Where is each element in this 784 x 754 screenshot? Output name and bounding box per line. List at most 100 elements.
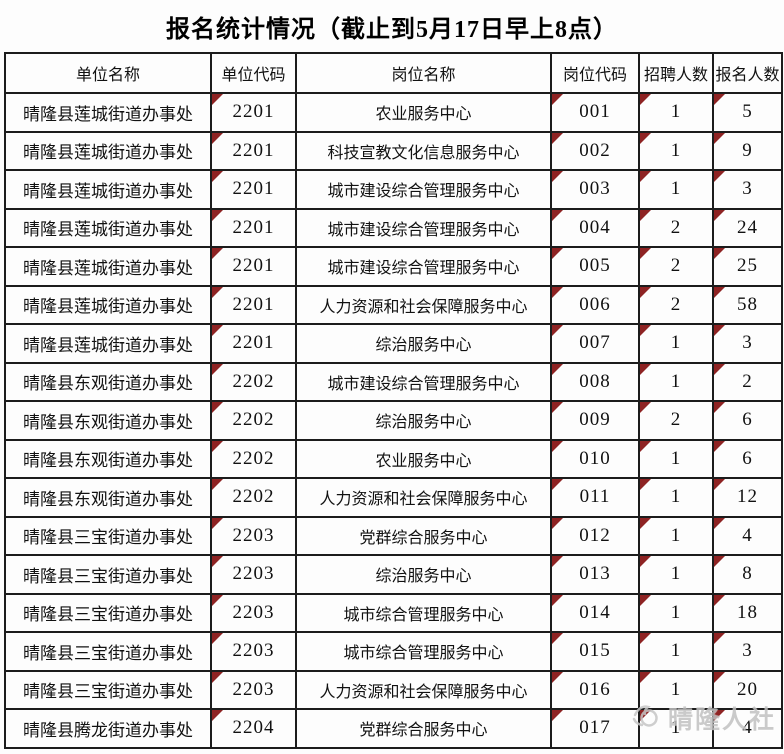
- comment-marker-icon: [213, 171, 223, 182]
- cell-position-code: 015: [550, 631, 640, 672]
- cell-recruit-count: 1: [638, 361, 714, 402]
- comment-marker-icon: [213, 248, 223, 259]
- comment-marker-icon: [641, 518, 651, 529]
- header-position-code: 岗位代码: [550, 52, 640, 94]
- comment-marker-icon: [553, 325, 563, 336]
- comment-marker-icon: [641, 556, 651, 567]
- cell-unit-name: 晴隆县莲城街道办事处: [4, 284, 212, 325]
- cell-position-name: 人力资源和社会保障服务中心: [295, 477, 552, 518]
- cell-recruit-count: 1: [638, 323, 714, 364]
- cell-position-name: 城市建设综合管理服务中心: [295, 207, 552, 248]
- cell-applicant-count: 4: [712, 515, 783, 556]
- cell-applicant-count: 5: [712, 92, 783, 133]
- registration-table: 单位名称 单位代码 岗位名称 岗位代码 招聘人数 报名人数 晴隆县莲城街道办事处…: [4, 52, 783, 749]
- comment-marker-icon: [715, 595, 725, 606]
- cell-unit-code: 2202: [210, 361, 297, 402]
- cell-recruit-count: 2: [638, 400, 714, 441]
- comment-marker-icon: [213, 364, 223, 375]
- cell-position-name: 综治服务中心: [295, 323, 552, 364]
- comment-marker-icon: [641, 402, 651, 413]
- cell-position-name: 人力资源和社会保障服务中心: [295, 669, 552, 710]
- comment-marker-icon: [715, 518, 725, 529]
- cell-position-code: 016: [550, 669, 640, 710]
- table-row: 晴隆县三宝街道办事处 2203 综治服务中心 013 1 8: [4, 554, 783, 595]
- comment-marker-icon: [641, 364, 651, 375]
- cell-applicant-count: 6: [712, 438, 783, 479]
- table-row: 晴隆县东观街道办事处 2202 农业服务中心 010 1 6: [4, 438, 783, 479]
- cell-position-code: 003: [550, 169, 640, 210]
- cell-position-code: 005: [550, 246, 640, 287]
- cell-position-name: 城市综合管理服务中心: [295, 631, 552, 672]
- table-row: 晴隆县莲城街道办事处 2201 城市建设综合管理服务中心 005 2 25: [4, 246, 783, 287]
- table-row: 晴隆县三宝街道办事处 2203 党群综合服务中心 012 1 4: [4, 515, 783, 556]
- comment-marker-icon: [641, 710, 651, 721]
- comment-marker-icon: [213, 441, 223, 452]
- cell-position-code: 012: [550, 515, 640, 556]
- table-row: 晴隆县莲城街道办事处 2201 农业服务中心 001 1 5: [4, 92, 783, 133]
- cell-position-code: 006: [550, 284, 640, 325]
- comment-marker-icon: [213, 633, 223, 644]
- cell-position-code: 010: [550, 438, 640, 479]
- cell-position-name: 科技宣教文化信息服务中心: [295, 130, 552, 171]
- comment-marker-icon: [641, 325, 651, 336]
- table-row: 晴隆县东观街道办事处 2202 城市建设综合管理服务中心 008 1 2: [4, 361, 783, 402]
- comment-marker-icon: [715, 556, 725, 567]
- comment-marker-icon: [213, 518, 223, 529]
- comment-marker-icon: [553, 364, 563, 375]
- cell-applicant-count: 58: [712, 284, 783, 325]
- cell-position-name: 农业服务中心: [295, 438, 552, 479]
- comment-marker-icon: [641, 171, 651, 182]
- cell-position-code: 008: [550, 361, 640, 402]
- comment-marker-icon: [213, 710, 223, 721]
- cell-recruit-count: 1: [638, 554, 714, 595]
- comment-marker-icon: [641, 133, 651, 144]
- table-row: 晴隆县东观街道办事处 2202 综治服务中心 009 2 6: [4, 400, 783, 441]
- comment-marker-icon: [715, 402, 725, 413]
- cell-applicant-count: 3: [712, 631, 783, 672]
- comment-marker-icon: [553, 518, 563, 529]
- cell-recruit-count: 1: [638, 477, 714, 518]
- table-row: 晴隆县三宝街道办事处 2203 城市综合管理服务中心 015 1 3: [4, 631, 783, 672]
- comment-marker-icon: [715, 287, 725, 298]
- comment-marker-icon: [213, 210, 223, 221]
- cell-unit-name: 晴隆县东观街道办事处: [4, 400, 212, 441]
- cell-unit-code: 2201: [210, 130, 297, 171]
- table-row: 晴隆县莲城街道办事处 2201 综治服务中心 007 1 3: [4, 323, 783, 364]
- cell-position-name: 城市建设综合管理服务中心: [295, 361, 552, 402]
- comment-marker-icon: [213, 94, 223, 105]
- comment-marker-icon: [641, 248, 651, 259]
- table-body: 晴隆县莲城街道办事处 2201 农业服务中心 001 1 5 晴隆县莲城街道办事…: [4, 92, 783, 749]
- comment-marker-icon: [641, 441, 651, 452]
- cell-unit-code: 2203: [210, 592, 297, 633]
- cell-unit-name: 晴隆县东观街道办事处: [4, 477, 212, 518]
- cell-unit-code: 2203: [210, 669, 297, 710]
- comment-marker-icon: [213, 402, 223, 413]
- comment-marker-icon: [553, 556, 563, 567]
- cell-unit-name: 晴隆县莲城街道办事处: [4, 323, 212, 364]
- header-unit-name: 单位名称: [4, 52, 212, 94]
- cell-unit-code: 2201: [210, 284, 297, 325]
- cell-position-name: 城市建设综合管理服务中心: [295, 169, 552, 210]
- cell-applicant-count: 3: [712, 323, 783, 364]
- cell-unit-name: 晴隆县三宝街道办事处: [4, 631, 212, 672]
- cell-unit-name: 晴隆县三宝街道办事处: [4, 669, 212, 710]
- comment-marker-icon: [715, 364, 725, 375]
- comment-marker-icon: [553, 94, 563, 105]
- cell-recruit-count: 1: [638, 438, 714, 479]
- comment-marker-icon: [213, 287, 223, 298]
- cell-applicant-count: 12: [712, 477, 783, 518]
- cell-recruit-count: 1: [638, 92, 714, 133]
- cell-position-code: 007: [550, 323, 640, 364]
- cell-unit-name: 晴隆县东观街道办事处: [4, 361, 212, 402]
- table-header: 单位名称 单位代码 岗位名称 岗位代码 招聘人数 报名人数: [4, 52, 783, 94]
- table-row: 晴隆县东观街道办事处 2202 人力资源和社会保障服务中心 011 1 12: [4, 477, 783, 518]
- table-row: 晴隆县莲城街道办事处 2201 人力资源和社会保障服务中心 006 2 58: [4, 284, 783, 325]
- table-row: 晴隆县腾龙街道办事处 2204 党群综合服务中心 017 1 4: [4, 708, 783, 749]
- comment-marker-icon: [553, 595, 563, 606]
- comment-marker-icon: [553, 672, 563, 683]
- cell-recruit-count: 2: [638, 207, 714, 248]
- table-row: 晴隆县莲城街道办事处 2201 科技宣教文化信息服务中心 002 1 9: [4, 130, 783, 171]
- comment-marker-icon: [715, 479, 725, 490]
- cell-unit-name: 晴隆县三宝街道办事处: [4, 554, 212, 595]
- comment-marker-icon: [715, 672, 725, 683]
